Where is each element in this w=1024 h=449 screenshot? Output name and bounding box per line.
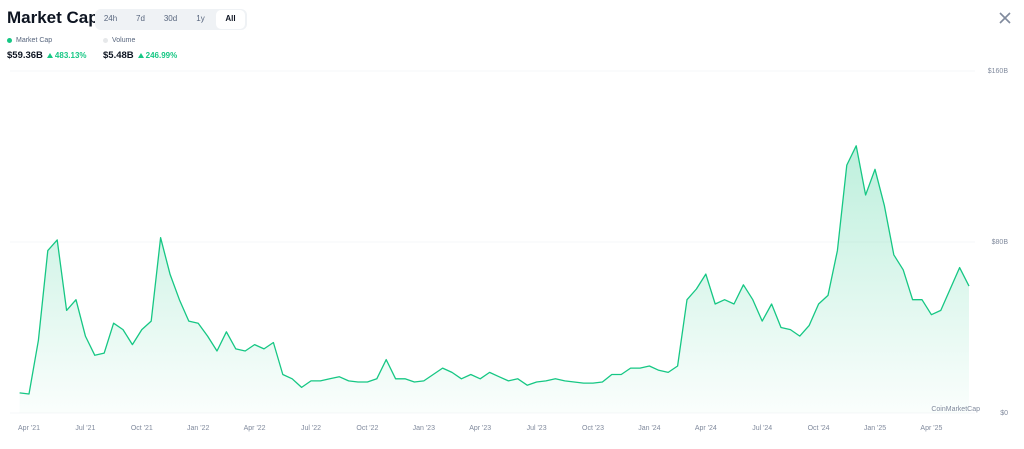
title: Market Cap [7, 8, 99, 27]
x-tick-label: Oct '23 [582, 425, 604, 432]
x-tick-label: Jul '22 [301, 425, 321, 432]
up-arrow [137, 53, 144, 58]
line [19, 145, 970, 395]
range-tab[interactable]: 30d [163, 14, 178, 23]
x-tick-label: Oct '24 [808, 425, 830, 432]
legend-entry: Volume [103, 37, 177, 44]
y-tick-label: $160B [988, 68, 1009, 75]
legend-label: Volume [112, 37, 136, 44]
x-tick-label: Apr '25 [920, 425, 942, 432]
stat-change-text: 483.13% [54, 51, 87, 60]
watermark: CoinMarketCap [931, 406, 980, 413]
x-tick-label: Jan '25 [864, 425, 886, 432]
stat-change-text: 246.99% [145, 51, 178, 60]
x-tick-label: Apr '22 [244, 425, 266, 432]
x-tick-label: Jan '22 [187, 425, 209, 432]
x-tick-label: Apr '21 [18, 425, 40, 432]
legend-dot [103, 38, 108, 43]
range-tab[interactable]: 1y [196, 14, 205, 23]
x-tick-label: Jan '23 [413, 425, 435, 432]
stat-row: $59.36B 483.13% [7, 50, 87, 61]
x-tick-label: Oct '22 [356, 425, 378, 432]
x-tick-label: Jul '21 [75, 425, 95, 432]
x-tick-label: Jan '24 [638, 425, 660, 432]
stat-row: $5.48B 246.99% [103, 50, 177, 61]
x-tick-label: Apr '24 [695, 425, 717, 432]
x-tick-label: Jul '23 [527, 425, 547, 432]
y-tick-label: $0 [1000, 410, 1008, 417]
area-fill [19, 145, 970, 414]
legend-entry: Market Cap [7, 37, 87, 44]
range-tabs: 24h 7d 30d 1y All [95, 9, 247, 30]
range-tab[interactable]: All [216, 10, 245, 29]
x-tick-label: Apr '23 [469, 425, 491, 432]
range-tab[interactable]: 24h [103, 14, 118, 23]
y-tick-label: $80B [992, 239, 1009, 246]
stat-change: 483.13% [46, 51, 87, 60]
stat-change: 246.99% [137, 51, 178, 60]
legend-label: Market Cap [16, 37, 53, 44]
x-tick-label: Oct '21 [131, 425, 153, 432]
legend-dot [7, 38, 12, 43]
close-button[interactable] [998, 11, 1012, 25]
x-tick-label: Jul '24 [752, 425, 772, 432]
stat: Volume $5.48B 246.99% [103, 37, 177, 61]
stat-value: $5.48B [103, 50, 134, 61]
up-arrow [46, 53, 53, 58]
stat-value: $59.36B [7, 50, 43, 61]
stat: Market Cap $59.36B 483.13% [7, 37, 87, 61]
range-tab[interactable]: 7d [136, 14, 145, 23]
